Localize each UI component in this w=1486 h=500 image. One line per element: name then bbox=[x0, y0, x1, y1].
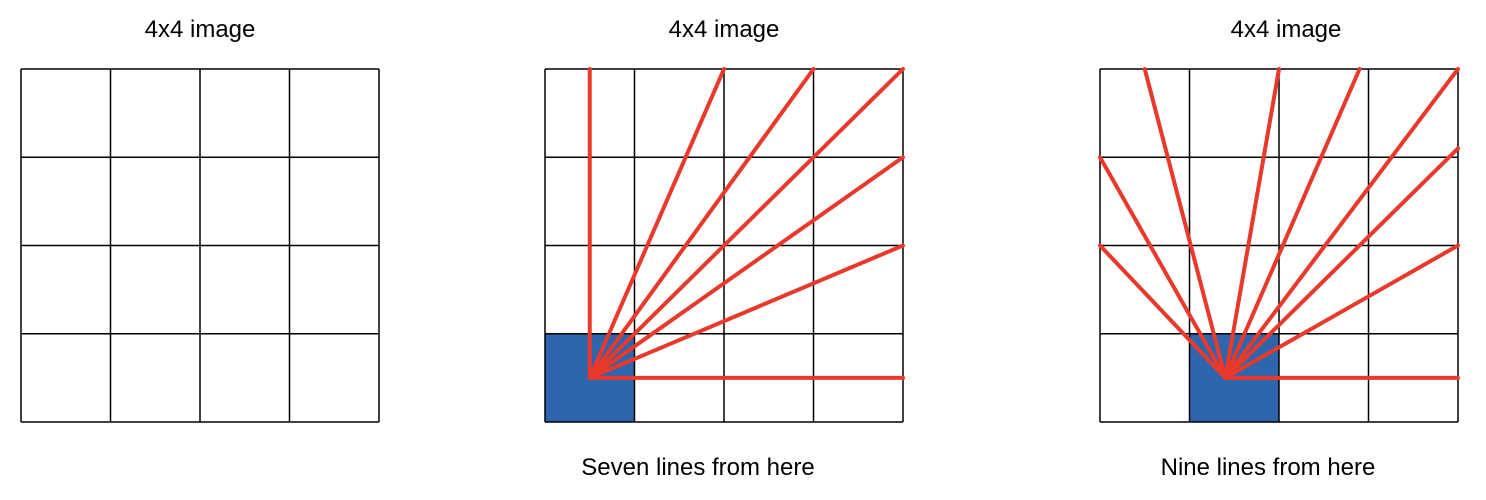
panel-3-ray-3 bbox=[1142, 67, 1228, 380]
panel-3-title: 4x4 image bbox=[1230, 16, 1342, 43]
panel-2-ray-6 bbox=[587, 243, 905, 380]
panel-2-title: 4x4 image bbox=[668, 16, 780, 43]
panel-3-ray-5 bbox=[1223, 67, 1362, 380]
panel-2-ray-3 bbox=[587, 67, 816, 380]
panel-3-ray-2 bbox=[1098, 155, 1228, 380]
panel-3-caption: Nine lines from here bbox=[1160, 454, 1376, 481]
panel-2-ray-4 bbox=[587, 67, 905, 380]
panel-2-ray-5 bbox=[587, 155, 905, 380]
panel-2-caption: Seven lines from here bbox=[581, 454, 815, 481]
panel-3-ray-4 bbox=[1223, 67, 1281, 380]
panel-3-ray-1 bbox=[1098, 243, 1228, 380]
panel-2-ray-2 bbox=[587, 67, 726, 380]
panel-1-title: 4x4 image bbox=[144, 16, 256, 43]
panel-3-ray-6 bbox=[1223, 67, 1460, 380]
panel-3-ray-8 bbox=[1223, 243, 1460, 380]
panel-3-ray-7 bbox=[1223, 146, 1460, 380]
